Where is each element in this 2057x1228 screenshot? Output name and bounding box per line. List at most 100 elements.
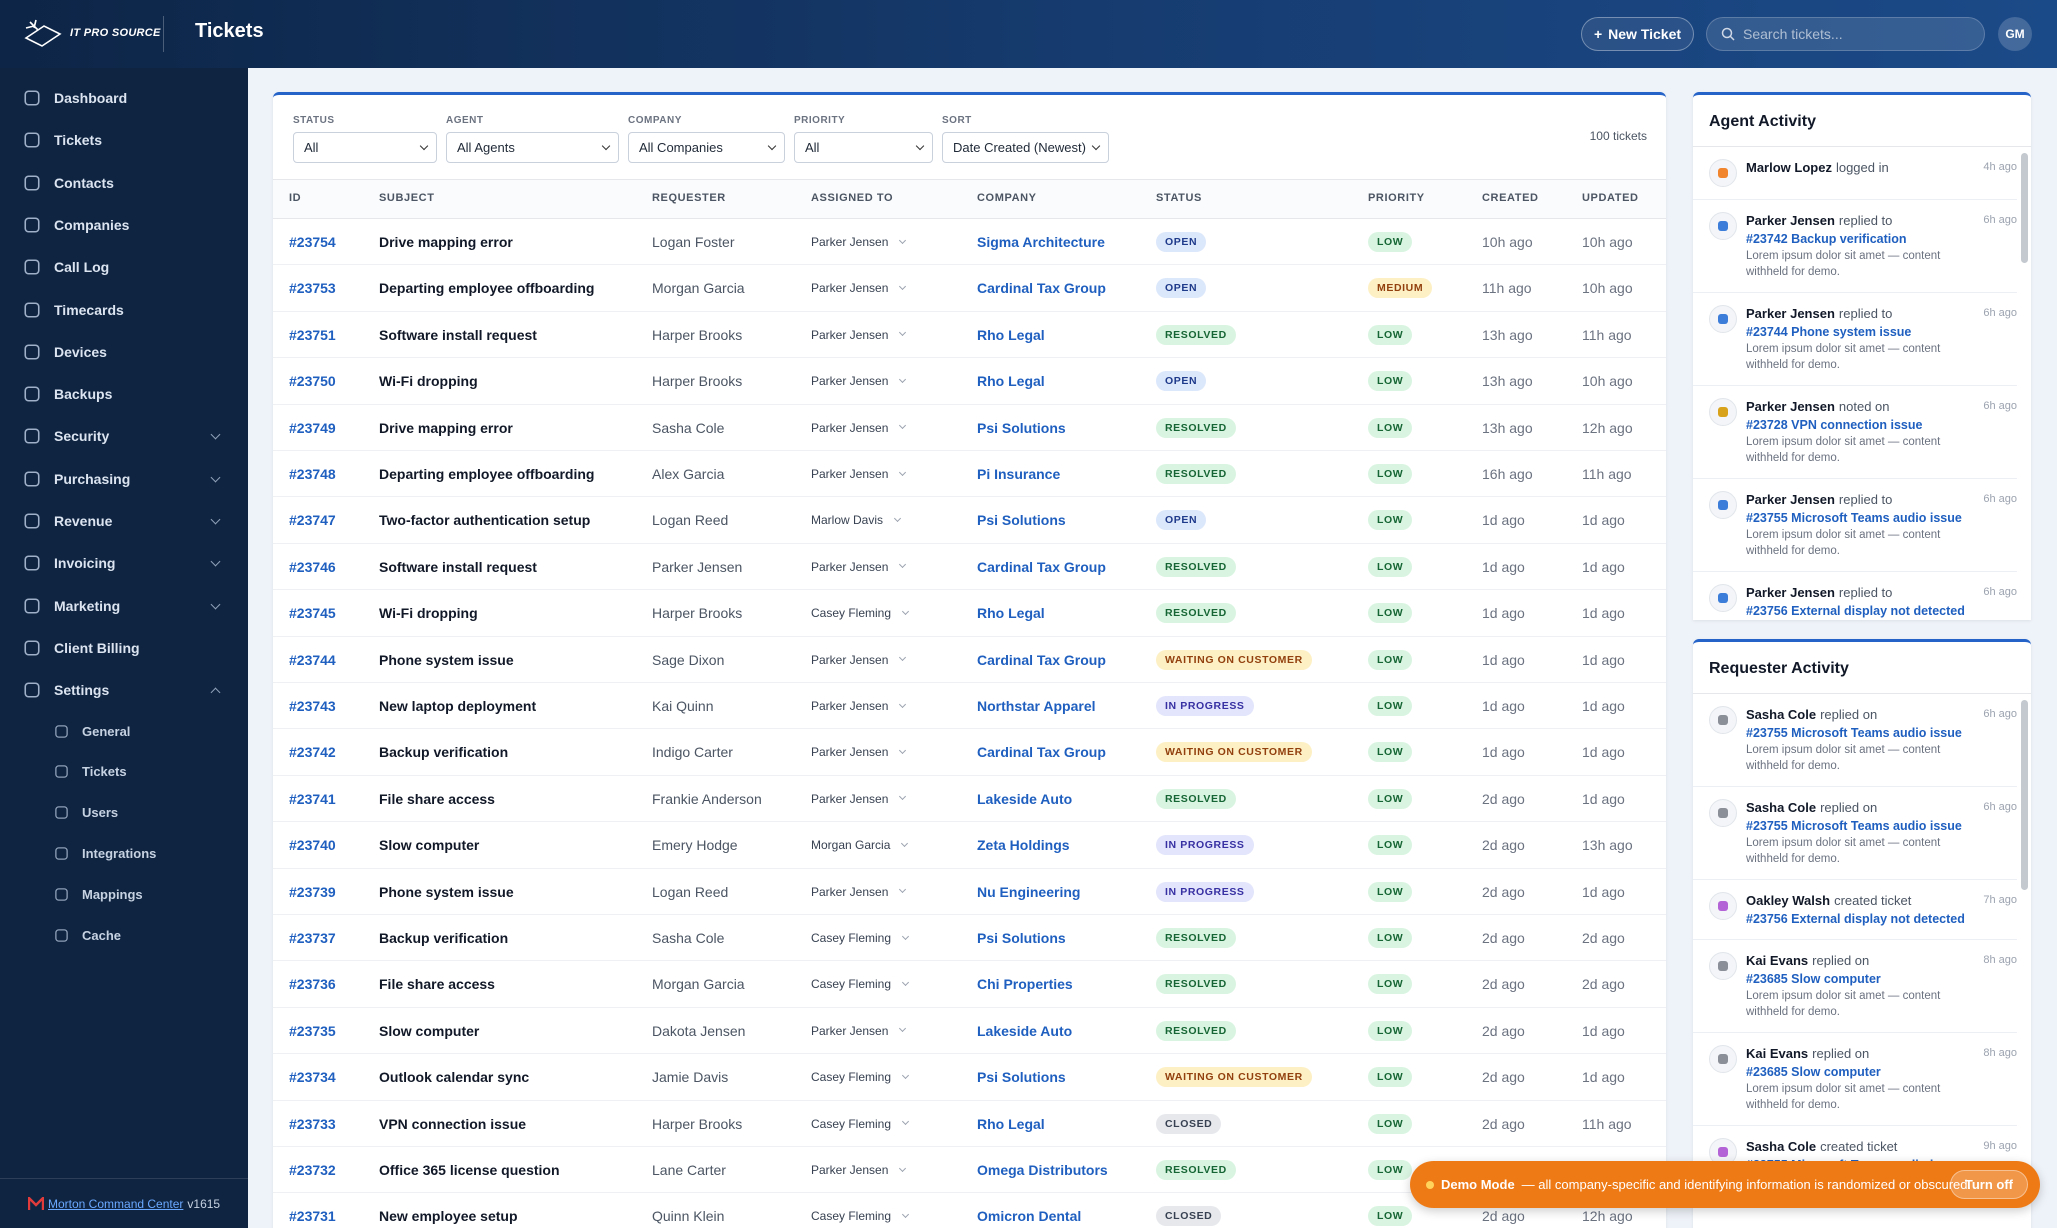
sub-nav-item[interactable]: Users (0, 797, 248, 829)
ticket-id-cell[interactable]: #23745 (289, 590, 336, 636)
ticket-link[interactable]: #23744 Phone system issue (1746, 325, 1912, 340)
nav-item[interactable]: Devices (0, 334, 248, 370)
company[interactable]: Sigma Architecture (977, 234, 1105, 250)
ticket-link[interactable]: #23756 External display not detected (1746, 604, 1965, 619)
ticket-id-cell[interactable]: #23746 (289, 544, 336, 590)
ticket-id[interactable]: #23736 (289, 976, 336, 993)
company[interactable]: Lakeside Auto (977, 790, 1073, 807)
ticket-id[interactable]: #23733 (289, 1115, 336, 1132)
ticket-id[interactable]: #23743 (289, 698, 336, 714)
nav-item[interactable]: Settings (0, 672, 248, 708)
ticket-id-cell[interactable]: #23736 (289, 961, 336, 1007)
company[interactable]: Rho Legal (977, 326, 1045, 343)
ticket-link[interactable]: #23742 Backup verification (1746, 232, 1907, 246)
company[interactable]: Omega Distributors (977, 1162, 1108, 1178)
assignee-cell[interactable]: Marlow Davis (811, 497, 902, 543)
ticket-id[interactable]: #23735 (289, 1022, 336, 1039)
ticket-id-cell[interactable]: #23741 (289, 776, 336, 822)
assignee-cell[interactable]: Parker Jensen (811, 312, 907, 358)
chevron[interactable] (210, 514, 221, 525)
assignee-cell[interactable]: Parker Jensen (811, 729, 907, 775)
activity-item[interactable]: Marlow Lopez logged in 4h ago (1693, 147, 2017, 200)
company-cell[interactable]: Lakeside Auto (977, 1008, 1072, 1054)
ticket-id-cell[interactable]: #23750 (289, 358, 336, 404)
company-cell[interactable]: Omicron Dental (977, 1193, 1081, 1228)
dropdown-chevron[interactable] (901, 978, 910, 986)
filter-select[interactable]: All (794, 132, 933, 163)
assignee-cell[interactable]: Parker Jensen (811, 683, 907, 729)
ticket-id[interactable]: #23737 (289, 930, 336, 946)
company-cell[interactable]: Cardinal Tax Group (977, 637, 1106, 683)
company-cell[interactable]: Cardinal Tax Group (977, 729, 1106, 775)
dropdown-chevron[interactable] (899, 746, 907, 754)
activity-item[interactable]: Sasha Cole replied on #23755 Microsoft Tea… (1693, 694, 2017, 788)
ticket-link[interactable]: #23728 VPN connection issue (1746, 418, 1923, 433)
activity-item[interactable]: Kai Evans replied on #23685 Slow computer L… (1693, 940, 2017, 1034)
company-cell[interactable]: Chi Properties (977, 961, 1073, 1007)
sub-nav-item[interactable]: Mappings (0, 878, 248, 910)
ticket-link[interactable]: #23755 Microsoft Teams audio issue (1746, 819, 1962, 834)
ticket-id[interactable]: #23747 (289, 512, 336, 529)
activity-item[interactable]: Parker Jensen replied to #23756 External d… (1693, 572, 2017, 620)
company[interactable]: Psi Solutions (977, 1069, 1066, 1086)
ticket-id[interactable]: #23741 (289, 790, 336, 807)
ticket-row[interactable]: #23739 Phone system issue Logan Reed Parker… (273, 869, 1666, 915)
company[interactable]: Pi Insurance (977, 466, 1061, 482)
dropdown-chevron[interactable] (899, 561, 907, 569)
ticket-row[interactable]: #23754 Drive mapping error Logan Foster Par… (273, 219, 1666, 266)
company[interactable]: Psi Solutions (977, 419, 1066, 436)
ticket-id[interactable]: #23754 (289, 234, 336, 250)
ticket-row[interactable]: #23753 Departing employee offboarding Morg… (273, 265, 1666, 312)
company-cell[interactable]: Rho Legal (977, 590, 1045, 636)
assignee-cell[interactable]: Casey Fleming (811, 1054, 910, 1100)
nav-item[interactable]: Purchasing (0, 461, 248, 497)
ticket-link[interactable]: #23685 Slow computer (1746, 972, 1881, 987)
ticket-id[interactable]: #23749 (289, 419, 336, 436)
ticket-row[interactable]: #23737 Backup verification Sasha Cole Casey… (273, 915, 1666, 962)
company-cell[interactable]: Pi Insurance (977, 451, 1060, 497)
assignee-cell[interactable]: Casey Fleming (811, 1193, 910, 1228)
dropdown-chevron[interactable] (899, 886, 907, 894)
company-cell[interactable]: Zeta Holdings (977, 822, 1070, 868)
company[interactable]: Omicron Dental (977, 1208, 1082, 1225)
ticket-id-cell[interactable]: #23733 (289, 1101, 336, 1147)
company[interactable]: Zeta Holdings (977, 837, 1070, 854)
chevron[interactable] (210, 429, 221, 440)
company[interactable]: Cardinal Tax Group (977, 280, 1106, 297)
company-cell[interactable]: Northstar Apparel (977, 683, 1096, 729)
company[interactable]: Nu Engineering (977, 883, 1081, 900)
company[interactable]: Rho Legal (977, 605, 1045, 622)
activity-item[interactable]: Sasha Cole replied on #23755 Microsoft Tea… (1693, 787, 2017, 881)
assignee-cell[interactable]: Parker Jensen (811, 1147, 907, 1193)
chevron[interactable] (210, 472, 221, 483)
dropdown-chevron[interactable] (899, 422, 907, 430)
ticket-id[interactable]: #23731 (289, 1208, 336, 1225)
ticket-row[interactable]: #23741 File share access Frankie Anderson P… (273, 776, 1666, 823)
company[interactable]: Cardinal Tax Group (977, 744, 1106, 761)
nav-item[interactable]: Contacts (0, 165, 248, 201)
company[interactable]: Lakeside Auto (977, 1022, 1073, 1039)
nav-item[interactable]: Invoicing (0, 545, 248, 581)
company[interactable]: Psi Solutions (977, 512, 1066, 529)
nav-item[interactable]: Tickets (0, 122, 248, 158)
chevron[interactable] (210, 687, 221, 698)
company-cell[interactable]: Rho Legal (977, 1101, 1045, 1147)
ticket-id[interactable]: #23753 (289, 280, 336, 297)
nav-item[interactable]: Revenue (0, 503, 248, 539)
dropdown-chevron[interactable] (899, 1025, 907, 1033)
company-cell[interactable]: Rho Legal (977, 312, 1045, 358)
company[interactable]: Rho Legal (977, 373, 1045, 390)
assignee-cell[interactable]: Parker Jensen (811, 405, 907, 451)
dropdown-chevron[interactable] (901, 839, 909, 847)
ticket-id-cell[interactable]: #23739 (289, 869, 336, 915)
dropdown-chevron[interactable] (901, 932, 910, 940)
nav-item[interactable]: Timecards (0, 292, 248, 328)
assignee-cell[interactable]: Parker Jensen (811, 637, 907, 683)
nav-item[interactable]: Companies (0, 207, 248, 243)
ticket-id[interactable]: #23744 (289, 651, 336, 668)
nav-item[interactable]: Client Billing (0, 630, 248, 666)
activity-item[interactable]: Parker Jensen replied to #23742 Backup ver… (1693, 200, 2017, 294)
assignee-cell[interactable]: Parker Jensen (811, 265, 907, 311)
dropdown-chevron[interactable] (901, 1071, 910, 1079)
ticket-id[interactable]: #23745 (289, 605, 336, 622)
